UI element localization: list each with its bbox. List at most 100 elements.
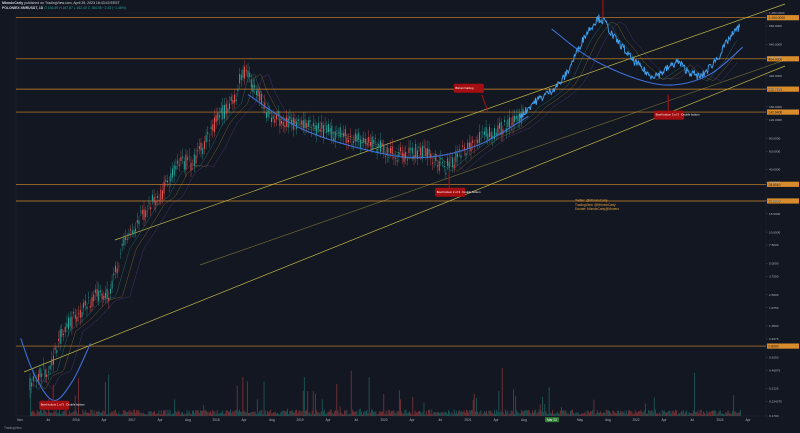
volume-bar — [241, 411, 243, 416]
volume-bar — [646, 414, 647, 416]
candle-body — [37, 374, 39, 381]
volume-bar — [325, 413, 326, 416]
volume-bar — [498, 391, 500, 416]
volume-bar — [714, 410, 716, 416]
volume-bar — [583, 413, 585, 416]
volume-bar — [107, 414, 108, 416]
callout-text: Bowl bottom 1 of 3 · Double bottom — [41, 403, 86, 407]
candle-body — [465, 153, 467, 156]
volume-bar — [666, 412, 667, 416]
candle-body — [277, 111, 279, 116]
volume-bar — [406, 413, 408, 416]
candle-body — [423, 146, 425, 148]
candle-body — [276, 115, 277, 120]
candle-body — [255, 90, 257, 95]
volume-bar — [279, 414, 281, 416]
volume-bar — [359, 408, 361, 416]
volume-bar — [699, 409, 701, 416]
volume-bar — [206, 411, 208, 416]
volume-bar — [120, 414, 122, 416]
volume-bar — [215, 413, 217, 416]
volume-bar — [101, 412, 103, 416]
note-line1: Twitter: @MhmdxCarty — [575, 199, 608, 203]
volume-bar — [286, 411, 287, 416]
volume-bar — [225, 410, 227, 416]
candle-body — [460, 155, 462, 158]
volume-bar — [146, 414, 148, 416]
volume-bar — [414, 410, 416, 416]
volume-bar — [265, 414, 267, 416]
candle-body — [485, 127, 487, 137]
volume-bar — [300, 412, 302, 416]
volume-bar — [574, 413, 576, 416]
note-line2: TradingView: @MhmdxCarty — [575, 203, 616, 207]
volume-bar — [615, 413, 617, 416]
volume-bar — [718, 411, 720, 416]
candle-body — [93, 294, 95, 302]
candle-body — [98, 290, 100, 302]
volume-bar — [549, 412, 551, 416]
volume-bar — [134, 409, 135, 416]
candle-body — [463, 146, 465, 151]
candle-body — [31, 382, 33, 387]
volume-bar — [586, 410, 588, 416]
candle-body — [83, 302, 85, 308]
volume-bar — [166, 413, 168, 416]
symbol-name: POLONIEX:XMRUSDT, 1D — [2, 6, 44, 10]
volume-bar — [81, 414, 83, 416]
volume-bar — [705, 414, 707, 416]
volume-bar — [525, 409, 527, 416]
volume-bar — [686, 410, 688, 416]
candle-body — [128, 233, 130, 236]
volume-bar — [45, 411, 47, 416]
price-line — [518, 14, 741, 119]
volume-bar — [95, 411, 97, 416]
candle-body — [71, 316, 73, 329]
candle-body — [472, 140, 474, 143]
volume-bar — [294, 410, 296, 416]
x-tick-label: 2024 — [716, 418, 723, 422]
volume-bar — [641, 412, 643, 416]
volume-bar — [501, 367, 503, 416]
volume-bar — [74, 395, 76, 416]
volume-bar — [540, 411, 542, 416]
x-tick-label: Apr — [494, 418, 500, 422]
volume-bar — [291, 410, 293, 416]
candle-body — [190, 162, 192, 171]
volume-bar — [110, 412, 112, 416]
volume-bar — [76, 413, 78, 416]
volume-bar — [613, 411, 615, 416]
volume-bar — [581, 413, 583, 416]
volume-bar — [561, 407, 562, 416]
volume-bar — [594, 414, 596, 416]
volume-bar — [472, 399, 474, 416]
candle-body — [64, 327, 66, 333]
volume-bar — [677, 414, 679, 416]
candle-body — [63, 333, 64, 335]
volume-bar — [148, 411, 150, 416]
volume-bar — [618, 410, 619, 416]
volume-bar — [71, 412, 73, 416]
candle-body — [185, 154, 187, 170]
plot-area — [15, 12, 767, 417]
volume-bar — [575, 412, 577, 416]
volume-bar — [135, 413, 136, 416]
volume-bar — [508, 414, 510, 416]
candle-body — [495, 132, 497, 136]
candle-body — [349, 135, 351, 137]
volume-bar — [119, 414, 121, 416]
volume-bar — [703, 411, 704, 416]
volume-bar — [44, 410, 46, 416]
volume-bar — [195, 410, 197, 416]
volume-bar — [157, 413, 159, 416]
volume-bar — [377, 414, 379, 416]
volume-bar — [538, 409, 540, 416]
volume-bar — [502, 412, 504, 416]
volume-bar — [663, 410, 665, 416]
candle-body — [339, 127, 341, 138]
volume-bar — [204, 410, 206, 416]
volume-bar — [246, 381, 248, 416]
candle-body — [304, 119, 306, 129]
candle-body — [314, 125, 316, 130]
